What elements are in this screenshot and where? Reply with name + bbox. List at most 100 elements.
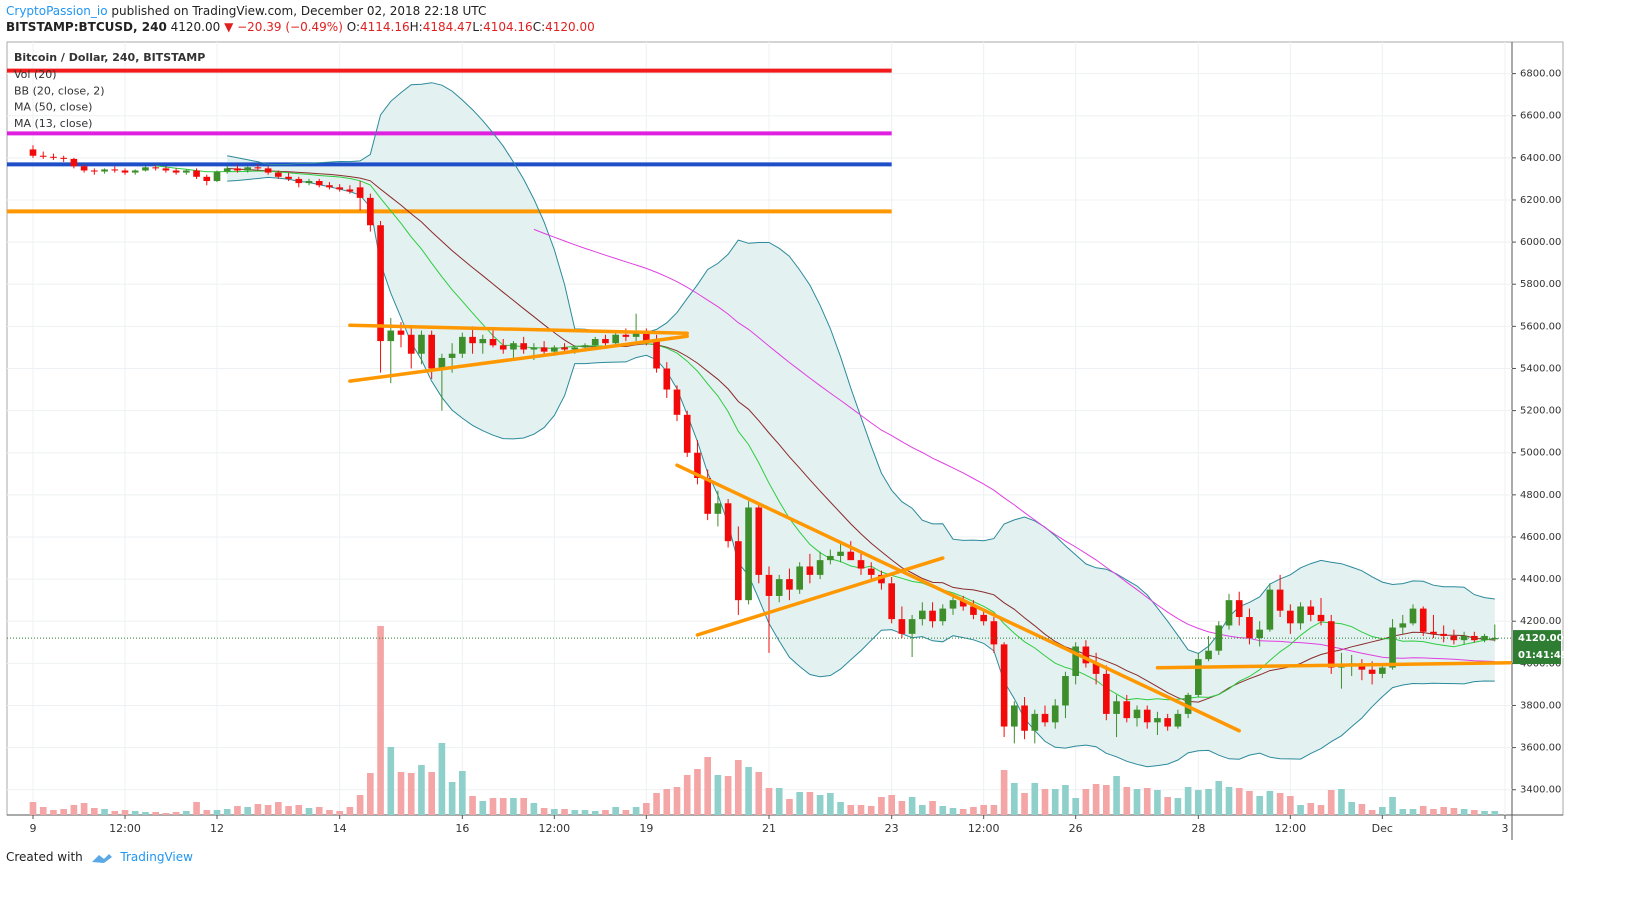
volume-bar xyxy=(980,805,987,815)
volume-bar xyxy=(172,812,180,815)
footer: Created with TradingView xyxy=(6,850,193,864)
trend-line xyxy=(675,463,1241,733)
candle-body xyxy=(571,347,579,350)
candle-body xyxy=(1011,705,1018,727)
candle-body xyxy=(1143,709,1151,723)
volume-bar xyxy=(1062,785,1069,815)
volume-bar xyxy=(1440,807,1447,815)
candle-body xyxy=(377,225,384,342)
logo xyxy=(91,853,112,863)
volume-bar xyxy=(1266,791,1274,815)
volume-bar xyxy=(1011,783,1018,815)
candle-body xyxy=(438,357,446,369)
last-price-label: 4120.00 xyxy=(1518,633,1564,644)
ohlc-value: 4104.16 xyxy=(483,20,533,34)
volume-bar xyxy=(571,810,579,815)
candle-body xyxy=(1000,644,1008,727)
candle-body xyxy=(285,176,292,179)
candle-body xyxy=(459,336,466,354)
volume-bar xyxy=(888,795,895,815)
candle-body xyxy=(663,368,671,390)
candle-body xyxy=(765,574,773,596)
candle-body xyxy=(1174,713,1182,727)
volume-bar xyxy=(908,797,916,815)
volume-bar xyxy=(1327,790,1335,815)
y-tick-label: 4800.00 xyxy=(1520,490,1561,501)
x-tick-label: 16 xyxy=(455,822,469,835)
candle-body xyxy=(101,169,108,172)
candle-body xyxy=(847,551,855,561)
candle-body xyxy=(745,507,752,601)
trend-line xyxy=(1155,660,1512,670)
y-tick-label: 3400.00 xyxy=(1520,785,1561,796)
volume-bar xyxy=(111,811,119,815)
candle-body xyxy=(1368,669,1376,674)
volume-bar xyxy=(591,811,599,815)
candle-body xyxy=(1327,621,1335,668)
candle-body xyxy=(867,568,875,575)
last-price-box xyxy=(1513,630,1561,665)
volume-bar xyxy=(867,806,875,815)
candle-body xyxy=(612,334,619,344)
x-tick-label: 12:00 xyxy=(109,822,141,835)
x-tick-label: 21 xyxy=(762,822,776,835)
volume-bar xyxy=(1215,781,1223,815)
candle-body xyxy=(735,541,742,601)
candle-body xyxy=(939,608,947,622)
candle-body xyxy=(1256,629,1263,639)
candle-body xyxy=(1021,705,1028,731)
volume-bar xyxy=(1235,788,1243,815)
volume-bar xyxy=(142,812,149,815)
volume-bar xyxy=(1471,810,1478,815)
y-tick-label: 5800.00 xyxy=(1520,279,1561,290)
candle-body xyxy=(1051,705,1059,723)
volume-bar xyxy=(254,804,262,815)
candle-body xyxy=(1307,606,1315,615)
volume-bar xyxy=(479,801,487,815)
candle-body xyxy=(397,330,405,335)
chart: 3400.003600.003800.004000.004200.004400.… xyxy=(6,41,1568,840)
volume-bar xyxy=(1021,793,1028,815)
bb-lower xyxy=(227,176,1495,768)
volume-bar xyxy=(428,772,435,815)
candle-body xyxy=(387,330,395,342)
volume-bar xyxy=(295,805,303,815)
publish-line: CryptoPassion_io published on TradingVie… xyxy=(6,4,486,18)
volume-bar xyxy=(305,808,313,815)
volume-bar xyxy=(551,809,558,815)
candle-body xyxy=(561,347,568,350)
volume-bar xyxy=(469,796,476,815)
x-tick-label: 9 xyxy=(30,822,37,835)
volume-bar xyxy=(1358,804,1366,815)
volume-bar xyxy=(520,798,527,815)
countdown-label: 01:41:49 xyxy=(1518,650,1568,661)
ohlc-key: L: xyxy=(472,20,484,34)
volume-bar xyxy=(152,812,159,815)
volume-bar xyxy=(970,807,977,815)
volume-bar xyxy=(438,743,446,815)
candle-body xyxy=(1235,600,1243,618)
x-tick-label: 12 xyxy=(210,822,224,835)
volume-bar xyxy=(939,806,947,815)
indicator-label: Vol (20) xyxy=(14,68,57,81)
volume-bar xyxy=(1072,798,1079,815)
candle-body xyxy=(91,170,98,172)
volume-bar xyxy=(663,789,671,815)
volume-bar xyxy=(264,805,272,815)
volume-bar xyxy=(1113,776,1120,815)
volume-bar xyxy=(612,807,619,815)
volume-bar xyxy=(602,810,609,815)
candle-body xyxy=(888,583,895,620)
footer-brand[interactable]: TradingView xyxy=(120,850,193,864)
candle-body xyxy=(540,347,548,352)
moving-average xyxy=(155,165,1495,701)
author-link[interactable]: CryptoPassion_io xyxy=(6,4,108,18)
candle-body xyxy=(1297,606,1304,624)
volume-bar xyxy=(653,793,660,815)
volume-bar xyxy=(714,775,722,815)
volume-bar xyxy=(367,773,374,815)
volume-bar xyxy=(70,805,78,815)
candle-body xyxy=(1123,701,1131,719)
volume-bar xyxy=(540,808,548,815)
volume-bar xyxy=(1430,809,1437,815)
